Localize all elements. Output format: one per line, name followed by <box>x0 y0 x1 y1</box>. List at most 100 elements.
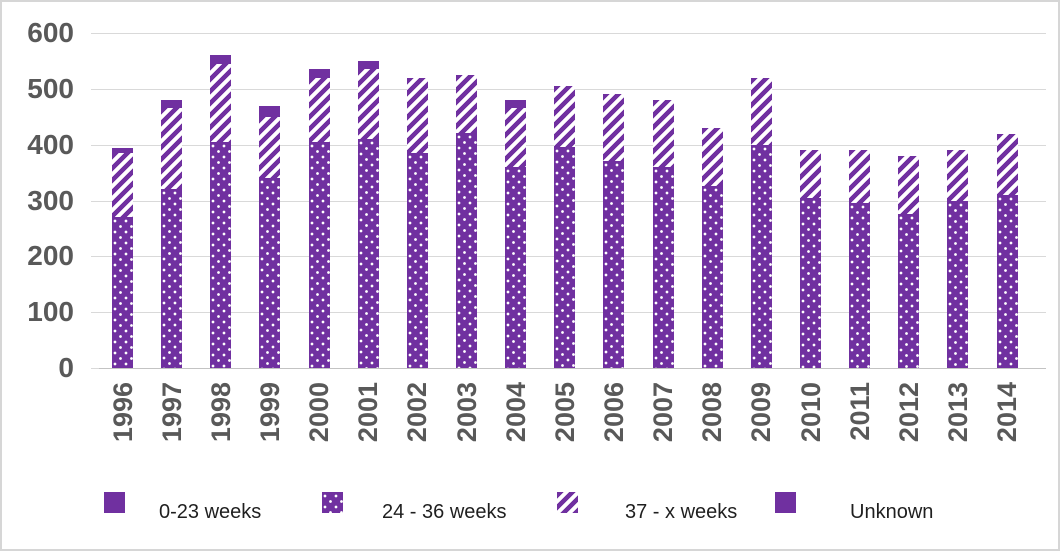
bar-segment <box>406 153 428 368</box>
bar-segment <box>357 69 379 140</box>
bar-1997 <box>161 100 183 368</box>
legend-label-4: Unknown <box>850 501 934 523</box>
x-axis-label: 2001 <box>353 382 384 443</box>
bar-segment <box>210 55 232 64</box>
bar-segment <box>996 133 1018 195</box>
x-axis-label: 2005 <box>549 382 580 443</box>
y-axis-tick <box>91 312 99 314</box>
bar-segment <box>161 189 183 368</box>
bar-2013 <box>947 150 969 369</box>
bar-segment <box>898 155 920 215</box>
bar-segment <box>898 214 920 368</box>
x-axis-label: 2002 <box>402 382 433 443</box>
bar-segment <box>554 86 576 148</box>
y-axis-tick <box>91 200 99 202</box>
bar-2011 <box>849 150 871 368</box>
y-axis-label: 600 <box>27 17 74 48</box>
x-axis-label: 1996 <box>107 382 138 443</box>
bar-segment <box>259 105 281 117</box>
bar-segment <box>603 161 625 368</box>
bar-segment <box>996 194 1018 368</box>
bar-segment <box>210 141 232 368</box>
bar-segment <box>947 150 969 201</box>
x-axis-label: 1999 <box>254 382 285 443</box>
legend-swatch-1 <box>104 492 125 513</box>
bar-2000 <box>308 69 330 368</box>
legend-label-1: 0-23 weeks <box>159 501 262 523</box>
bar-segment <box>849 203 871 368</box>
bar-2006 <box>603 94 625 368</box>
y-axis-label: 100 <box>27 296 74 328</box>
bar-2005 <box>554 86 576 368</box>
bar-2008 <box>701 127 723 368</box>
x-axis-label: 2011 <box>844 382 875 441</box>
bar-segment <box>308 77 330 142</box>
bar-segment <box>800 150 821 198</box>
bar-segment <box>505 100 527 109</box>
bar-segment <box>112 153 133 218</box>
bar-segment <box>603 94 625 162</box>
bar-segment <box>112 217 133 369</box>
bar-segment <box>357 139 379 368</box>
bar-segment <box>505 108 527 167</box>
bar-2004 <box>505 100 527 368</box>
x-axis-label: 2009 <box>746 382 777 443</box>
bar-segment <box>308 141 330 368</box>
bar-2007 <box>652 100 674 368</box>
x-axis-label: 1998 <box>205 382 236 443</box>
bar-segment <box>701 186 723 368</box>
y-axis-label: 500 <box>27 72 74 104</box>
bar-segment <box>947 200 969 369</box>
bar-segment <box>161 108 183 190</box>
y-axis-tick <box>91 88 99 90</box>
x-axis-label: 2014 <box>992 382 1022 443</box>
bar-segment <box>750 144 772 368</box>
bar-segment <box>505 166 527 368</box>
bar-1999 <box>259 105 281 368</box>
gridline <box>99 368 1046 369</box>
gridline <box>99 33 1046 34</box>
y-axis-tick <box>91 144 99 146</box>
bar-segment <box>456 133 477 368</box>
legend-swatch-4 <box>775 492 796 513</box>
bar-segment <box>800 197 821 369</box>
bar-segment <box>456 74 477 134</box>
bar-1998 <box>210 55 232 368</box>
x-axis-label: 2008 <box>697 382 728 443</box>
bar-segment <box>308 69 330 78</box>
y-axis-label: 200 <box>27 240 74 272</box>
x-axis-label: 2013 <box>942 382 973 443</box>
x-axis-label: 1997 <box>156 382 187 443</box>
legend-swatch-2 <box>322 492 343 513</box>
bar-2002 <box>406 77 428 368</box>
legend-label-2: 24 - 36 weeks <box>382 501 507 523</box>
bar-1996 <box>112 147 133 369</box>
legend-label-3: 37 - x weeks <box>625 501 738 523</box>
y-axis-label: 300 <box>27 184 74 216</box>
x-axis-label: 2010 <box>795 382 826 443</box>
x-axis-label: 2000 <box>304 382 335 443</box>
bar-segment <box>554 147 576 368</box>
bar-segment <box>750 77 772 145</box>
x-axis-label: 2003 <box>451 382 482 443</box>
bar-2009 <box>750 77 772 368</box>
x-axis-label: 2004 <box>500 382 531 443</box>
bar-segment <box>652 167 674 368</box>
bar-segment <box>406 77 428 154</box>
legend-swatch-3 <box>557 492 578 513</box>
x-axis-label: 2007 <box>648 382 678 443</box>
y-axis-tick <box>91 368 99 369</box>
bar-2012 <box>898 155 920 368</box>
bar-segment <box>652 100 674 167</box>
bar-segment <box>210 63 232 142</box>
y-axis-tick <box>91 256 99 258</box>
bar-segment <box>357 60 379 70</box>
x-axis-label: 2012 <box>893 382 924 443</box>
y-axis-label: 0 <box>58 352 74 383</box>
y-axis-label: 400 <box>27 128 74 160</box>
bar-2014 <box>996 133 1018 369</box>
bar-2003 <box>456 74 477 368</box>
bar-segment <box>161 100 183 109</box>
bar-segment <box>112 147 133 154</box>
